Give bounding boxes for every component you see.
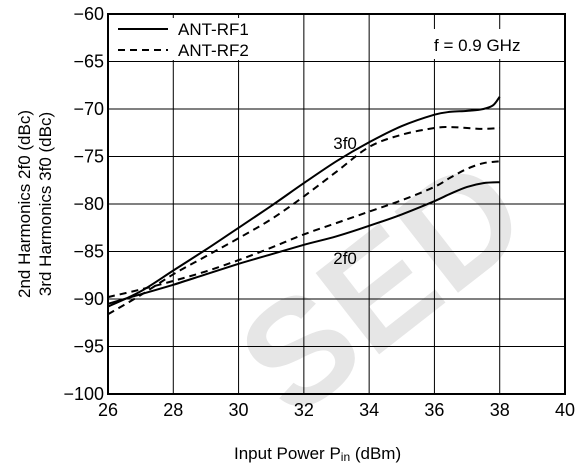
y-tick-label: −95 — [73, 337, 104, 357]
x-tick-label: 26 — [98, 400, 118, 420]
legend-label-ant-rf1: ANT-RF1 — [178, 20, 249, 39]
x-tick-label: 34 — [359, 400, 379, 420]
series-line-2f0-solid — [107, 181, 500, 305]
y-tick-label: −70 — [73, 99, 104, 119]
series-line-2f0-dashed — [107, 160, 500, 299]
legend-box — [113, 18, 281, 60]
y-tick-label: −100 — [63, 384, 104, 404]
x-tick-label: 36 — [424, 400, 444, 420]
x-tick-labels: 26 28 30 32 34 36 38 40 — [98, 400, 575, 420]
series-line-3f0-dashed — [107, 126, 500, 316]
y-tick-label: −80 — [73, 194, 104, 214]
x-tick-label: 32 — [294, 400, 314, 420]
series-line-3f0-solid — [107, 96, 501, 308]
series-lines — [107, 96, 501, 316]
annotation-2f0: 2f0 — [333, 249, 357, 268]
annotation-3f0: 3f0 — [333, 134, 357, 153]
legend: ANT-RF1 ANT-RF2 — [113, 18, 281, 60]
y-tick-label: −85 — [73, 242, 104, 262]
condition-box — [424, 29, 560, 59]
x-axis-label-unit: (dBm) — [350, 444, 401, 463]
x-tick-label: 30 — [229, 400, 249, 420]
x-tick-label: 38 — [490, 400, 510, 420]
y-axis-label-line1: 2nd Harmonics 2f0 (dBc) — [15, 110, 34, 298]
y-tick-labels: −60 −65 −70 −75 −80 −85 −90 −95 −100 — [63, 4, 104, 404]
y-tick-label: −75 — [73, 147, 104, 167]
plot-frame — [107, 13, 566, 395]
legend-label-ant-rf2: ANT-RF2 — [178, 41, 249, 60]
x-tick-label: 40 — [555, 400, 575, 420]
condition-label: f = 0.9 GHz — [434, 36, 520, 55]
x-axis-label-main: Input Power P — [234, 444, 341, 463]
y-tick-label: −60 — [73, 4, 104, 24]
x-axis-label: Input Power Pin (dBm) — [234, 444, 401, 464]
y-axis-label-line2: 3rd Harmonics 3f0 (dBc) — [36, 112, 55, 296]
x-axis-label-subscript: in — [341, 450, 350, 464]
y-tick-label: −90 — [73, 289, 104, 309]
y-tick-label: −65 — [73, 52, 104, 72]
x-tick-label: 28 — [163, 400, 183, 420]
